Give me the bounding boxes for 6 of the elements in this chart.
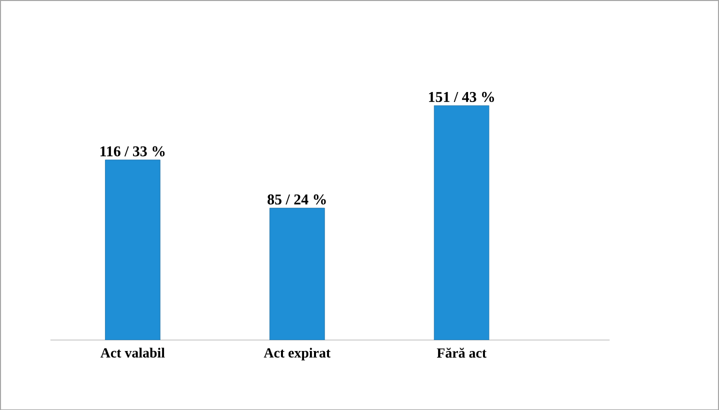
x-tick-label: Act valabil [100,348,165,358]
x-tick-label: Act expirat [264,348,331,360]
x-tick-label: Fără act [436,348,487,358]
data-label: 85 / 24 % [268,194,326,204]
data-label: 151 / 43 % [429,92,494,102]
data-label: 116 / 33 % [100,146,165,156]
